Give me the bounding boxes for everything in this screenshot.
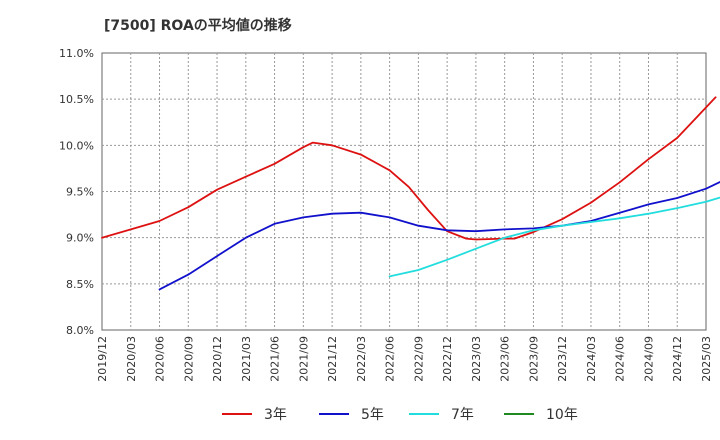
x-tick-label: 2024/03 [585, 336, 598, 382]
x-tick-label: 2021/06 [269, 336, 282, 382]
legend-label-0: 3年 [264, 407, 287, 423]
x-tick-label: 2023/06 [499, 336, 512, 382]
x-tick-label: 2019/12 [96, 336, 109, 382]
y-tick-label: 9.0% [66, 232, 94, 245]
x-tick-label: 2022/09 [412, 336, 425, 382]
legend: 3年 5年 7年 10年 [222, 407, 578, 423]
x-tick-label: 2020/06 [154, 336, 167, 382]
x-tick-label: 2022/12 [441, 336, 454, 382]
y-tick-label: 10.5% [59, 93, 94, 106]
y-tick-label: 9.5% [66, 186, 94, 199]
x-tick-label: 2021/09 [297, 336, 310, 382]
series-line-2 [388, 196, 720, 278]
series-line-0 [101, 96, 717, 241]
legend-label-3: 10年 [546, 407, 578, 423]
series-line-1 [158, 180, 720, 291]
grid-lines [102, 53, 706, 330]
x-tick-label: 2024/06 [614, 336, 627, 382]
x-tick-label: 2020/09 [182, 336, 195, 382]
x-tick-label: 2022/03 [355, 336, 368, 382]
x-tick-label: 2025/03 [700, 336, 713, 382]
x-tick-label: 2021/12 [326, 336, 339, 382]
y-tick-label: 11.0% [59, 47, 94, 60]
y-tick-label: 8.5% [66, 278, 94, 291]
x-tick-label: 2024/09 [642, 336, 655, 382]
x-tick-label: 2020/03 [125, 336, 138, 382]
legend-label-2: 7年 [451, 407, 474, 423]
x-tick-label: 2020/12 [211, 336, 224, 382]
y-tick-label: 10.0% [59, 139, 94, 152]
x-axis-ticks: 2019/12 2020/03 2020/06 2020/09 2020/12 2021/… [96, 336, 713, 382]
x-tick-label: 2023/12 [556, 336, 569, 382]
legend-label-1: 5年 [361, 407, 384, 423]
x-tick-label: 2024/12 [671, 336, 684, 382]
x-tick-label: 2022/06 [384, 336, 397, 382]
x-tick-label: 2023/09 [527, 336, 540, 382]
y-tick-label: 8.0% [66, 324, 94, 337]
series-lines [101, 96, 720, 291]
x-tick-label: 2023/03 [470, 336, 483, 382]
chart-title: [7500] ROAの平均値の推移 [104, 17, 292, 34]
x-tick-label: 2021/03 [240, 336, 253, 382]
y-axis-ticks: 8.0% 8.5% 9.0% 9.5% 10.0% 10.5% 11.0% [59, 47, 94, 337]
